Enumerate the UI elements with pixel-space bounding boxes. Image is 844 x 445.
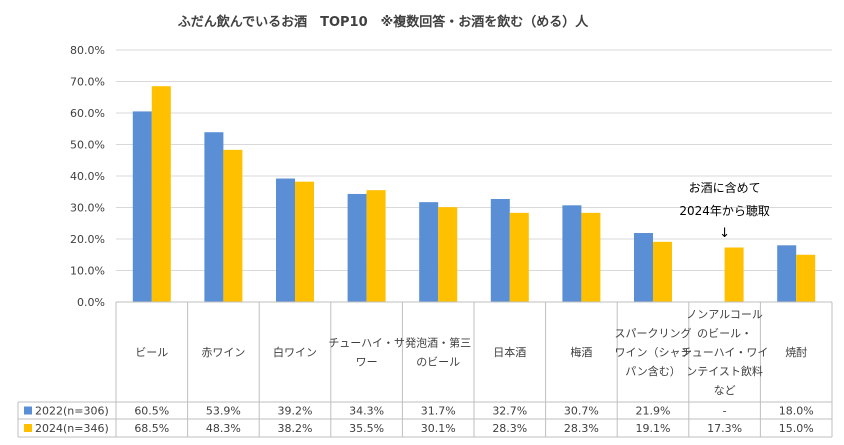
x-category-label: チューハイ・サワー [328,337,405,369]
y-tick-label: 30.0% [70,202,105,215]
data-label: 39.2% [278,405,313,418]
data-label: 34.3% [349,405,384,418]
bar-series-1 [419,202,439,302]
x-category-label: 白ワイン [273,345,317,359]
legend-label: 2022(n=306) [35,405,109,418]
bar-series-1 [276,178,295,302]
y-tick-label: 20.0% [70,233,105,246]
bars [132,86,816,302]
y-tick-label: 80.0% [70,44,105,57]
x-category-label: 赤ワイン [201,346,245,359]
data-label: 19.1% [636,422,671,435]
bar-series-1 [347,193,367,302]
bar-series-2 [366,190,386,302]
data-label: 18.0% [779,405,814,418]
data-label: 28.3% [564,422,599,435]
y-tick-label: 0.0% [77,296,105,309]
arrow-down-icon: ↓ [719,226,730,241]
bar-series-1 [132,111,152,302]
x-category-label: 梅酒 [570,345,592,359]
data-label: 32.7% [492,405,527,418]
bar-series-1 [634,233,653,302]
data-label: 17.3% [707,422,742,435]
data-label: 38.2% [278,422,313,435]
x-category-label: 発泡酒・第三のビール [405,336,471,369]
legend-swatch [24,424,32,432]
data-label: 48.3% [206,422,241,435]
x-category-label: スパークリングワイン（シャンパン含む） [615,326,692,378]
bar-series-2 [581,212,601,302]
bar-series-2 [509,212,529,302]
data-label: 53.9% [206,405,241,418]
data-label: 31.7% [421,405,456,418]
x-category-label: 焼酎 [785,345,807,359]
bar-series-2 [295,181,314,302]
data-label: 30.1% [421,422,456,435]
bar-series-2 [796,254,816,302]
y-tick-label: 60.0% [70,107,105,120]
x-category-label: ビール [135,346,168,359]
annotation: お酒に含めて 2024年から聴取 ↓ [679,180,770,241]
x-category-label: 日本酒 [493,345,526,359]
bar-series-2 [151,86,171,302]
data-label: 15.0% [779,422,814,435]
data-label: - [723,405,727,418]
data-label: 28.3% [492,422,527,435]
bar-series-1 [777,245,797,302]
annotation-line-1: お酒に含めて [689,180,761,195]
y-tick-label: 40.0% [70,170,105,183]
data-label: 21.9% [636,405,671,418]
y-tick-label: 50.0% [70,139,105,152]
chart-title: ふだん飲んでいるお酒 TOP10 ※複数回答・お酒を飲む（める）人 [178,14,590,30]
bar-series-2 [724,247,744,302]
legend-swatch [24,406,32,415]
y-tick-label: 70.0% [70,76,105,89]
data-label: 68.5% [134,422,169,435]
data-label: 35.5% [349,422,384,435]
x-category-label: ノンアルコールのビール・チューハイ・ワインテイスト飲料など [681,308,769,397]
legend-label: 2024(n=346) [35,422,109,435]
data-label: 60.5% [134,405,169,418]
bar-series-1 [562,205,582,302]
y-tick-label: 10.0% [70,265,105,278]
annotation-line-2: 2024年から聴取 [679,204,770,218]
bar-series-1 [490,198,510,302]
bar-series-2 [223,149,243,302]
data-label: 30.7% [564,405,599,418]
bar-series-2 [438,207,458,302]
bar-series-2 [653,241,672,302]
bar-series-1 [204,132,224,302]
y-axis: 0.0% 10.0% 20.0% 30.0% 40.0% 50.0% 60.0% 70.0% 8… [70,44,105,309]
